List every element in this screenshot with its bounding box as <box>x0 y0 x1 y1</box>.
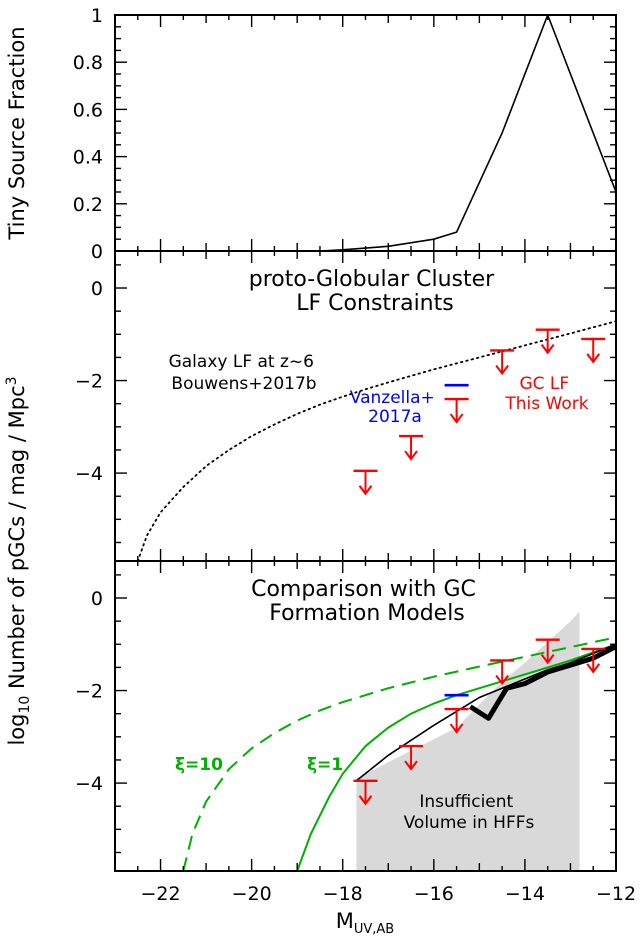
x-tick-label: −20 <box>232 883 272 905</box>
middle-gc-upper-limit-2 <box>444 397 469 424</box>
top-ytick-label: 0 <box>91 241 103 263</box>
xi1-model-curve <box>296 643 616 871</box>
galaxy-lf-label: Galaxy LF at z~6 Bouwens+2017b <box>169 352 320 394</box>
bot-ytick-label: 0 <box>91 588 103 610</box>
top-ytick-label: 0.4 <box>73 147 103 169</box>
xi10-label: ξ=10 <box>175 755 223 775</box>
middle-panel-lines <box>136 320 616 561</box>
lower-ylabel-sub: 10 <box>17 696 33 714</box>
black-thick-curve <box>468 644 616 721</box>
middle-gc-upper-limit-5-arrowhead <box>586 353 601 364</box>
tiny-source-fraction-line <box>319 15 616 251</box>
top-panel-frame <box>114 14 617 252</box>
bottom-gc-upper-limit-0 <box>353 779 378 806</box>
x-tick-label: −22 <box>140 883 180 905</box>
gc-lf-label-line2: This Work <box>504 394 588 414</box>
x-tick-label: −14 <box>505 883 545 905</box>
gc-lf-label-line1: GC LF <box>519 374 569 394</box>
middle-panel-title: proto-Globular Cluster LF Constraints <box>249 267 501 316</box>
insufficient-volume-region <box>356 611 580 871</box>
lower-ylabel-rest: Number of pGCs / mag / Mpc <box>5 385 29 695</box>
bottom-panel-title: Comparison with GC Formation Models <box>251 577 483 626</box>
insufficient-volume-layer <box>356 611 580 871</box>
bottom-gc-upper-limit-0-arrowhead <box>358 795 373 806</box>
galaxy-lf-label-line2: Bouwens+2017b <box>171 374 316 394</box>
bottom-gc-upper-limit-5 <box>581 647 606 674</box>
xlabel: MUV,AB <box>336 909 394 937</box>
middle-gc-upper-limit-1-arrowhead <box>404 450 418 461</box>
bot-ytick-label: −4 <box>75 773 103 795</box>
middle-title-line2: LF Constraints <box>296 291 453 316</box>
gc-lf-label: GC LF This Work <box>504 374 588 414</box>
mid-ytick-label: −4 <box>75 463 103 485</box>
bottom-gc-upper-limit-2-arrowhead <box>449 723 464 734</box>
bottom-gc-upper-limit-3 <box>490 659 515 686</box>
bottom-title-line1: Comparison with GC <box>251 577 476 602</box>
top-ytick-label: 0.6 <box>73 99 103 121</box>
vanzella-label-line1: Vanzella+ <box>350 388 435 408</box>
middle-gc-upper-limit-3-arrowhead <box>495 364 509 376</box>
vanzella-label: Vanzella+ 2017a <box>350 388 440 427</box>
middle-gc-upper-limit-4 <box>535 328 560 355</box>
top-panel-lines <box>319 15 616 251</box>
mid-ytick-label: 0 <box>91 278 103 300</box>
mid-ytick-label: −2 <box>75 371 103 393</box>
axes-layer: −22 −20 −18 −16 −14 −1200.20.40.60.81−4−20−4−… <box>73 5 636 905</box>
bottom-title-line2: Formation Models <box>269 601 465 626</box>
bottom-gc-upper-limit-3-arrowhead <box>495 674 509 686</box>
middle-gc-upper-limit-2-arrowhead <box>449 413 464 424</box>
x-tick-label: −18 <box>323 883 363 905</box>
middle-gc-upper-limit-3 <box>490 349 515 376</box>
bottom-gc-upper-limit-5-arrowhead <box>586 663 601 674</box>
insufficient-label: Insufficient Volume in HFFs <box>404 792 535 833</box>
lower-ylabel: log10 Number of pGCs / mag / Mpc3 <box>4 376 33 745</box>
middle-gc-upper-limit-1 <box>399 434 424 461</box>
lower-ylabel-sup: 3 <box>4 376 20 385</box>
bot-ytick-label: −2 <box>75 681 103 703</box>
middle-gc-upper-limit-5 <box>581 337 606 364</box>
lower-ylabel-log: log <box>5 714 29 746</box>
x-tick-label: −12 <box>596 883 636 905</box>
top-ytick-label: 0.2 <box>73 194 103 216</box>
bottom-gc-upper-limit-1-arrowhead <box>404 760 418 771</box>
black-thin-curve <box>355 643 616 782</box>
top-ytick-label: 0.8 <box>73 52 103 74</box>
bottom-gc-upper-limit-1 <box>399 744 424 771</box>
middle-gc-upper-limit-0-arrowhead <box>358 485 373 496</box>
vanzella-label-line2: 2017a <box>368 407 422 427</box>
top-ytick-label: 1 <box>91 5 103 27</box>
insufficient-label-line1: Insufficient <box>419 792 513 812</box>
bottom-gc-upper-limit-4-arrowhead <box>540 654 555 665</box>
xi1-label: ξ=1 <box>307 755 343 775</box>
galaxy-lf-dotted-line <box>136 320 616 561</box>
bottom-gc-upper-limit-4 <box>535 638 560 665</box>
middle-gc-upper-limit-4-arrowhead <box>540 344 555 355</box>
bottom-gc-upper-limit-2 <box>444 707 469 734</box>
top-ylabel: Tiny Source Fraction <box>5 26 29 240</box>
galaxy-lf-label-line1: Galaxy LF at z~6 <box>169 352 314 372</box>
marker-layer <box>353 328 606 806</box>
middle-title-line1: proto-Globular Cluster <box>249 267 495 292</box>
insufficient-label-line2: Volume in HFFs <box>404 813 535 833</box>
x-tick-label: −16 <box>414 883 454 905</box>
middle-gc-upper-limit-0 <box>353 469 378 496</box>
